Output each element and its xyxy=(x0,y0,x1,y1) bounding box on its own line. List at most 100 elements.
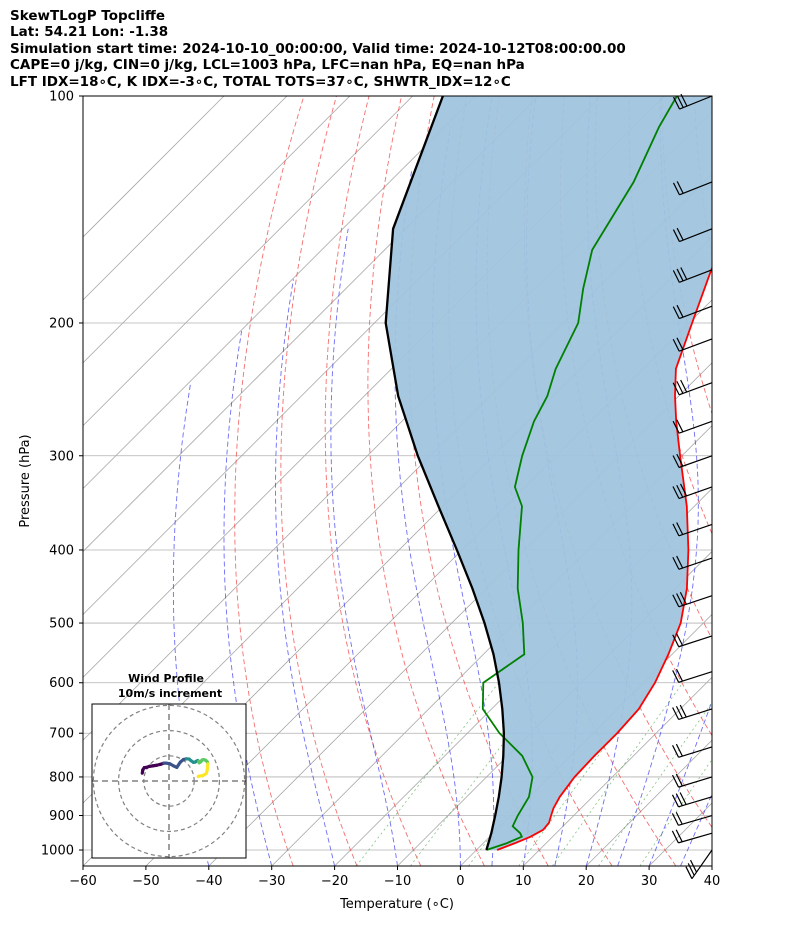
x-tick-label: −10 xyxy=(384,874,411,889)
x-tick-label: 30 xyxy=(641,874,658,889)
chart-title: SkewTLogP Topcliffe xyxy=(10,8,166,24)
inset-title: Wind Profile xyxy=(128,672,204,685)
mixing-ratio-line xyxy=(598,701,712,866)
isotherm-line xyxy=(83,96,413,427)
params-line: CAPE=0 j/kg, CIN=0 j/kg, LCL=1003 hPa, L… xyxy=(10,57,525,74)
wind-barb-staff xyxy=(679,181,713,196)
wind-barb-staff xyxy=(678,746,713,758)
wind-barb-flag xyxy=(679,483,688,497)
y-tick-label: 500 xyxy=(49,617,74,632)
wind-barb-flag xyxy=(680,267,688,280)
wind-barb-flag xyxy=(673,96,681,110)
x-tick-label: 10 xyxy=(515,874,532,889)
wind-barb-staff xyxy=(678,776,713,788)
isotherm-line xyxy=(334,488,712,866)
wind-barb xyxy=(672,483,713,500)
wind-barb xyxy=(671,811,713,826)
wind-barb xyxy=(672,379,713,396)
x-axis-label: Temperature (∘C) xyxy=(339,897,454,912)
mixing-ratio-line xyxy=(468,682,605,866)
wind-barb-staff xyxy=(679,228,713,243)
wind-barb-staff xyxy=(678,382,713,396)
wind-barb-flag xyxy=(676,522,684,535)
wind-barb xyxy=(672,633,713,648)
wind-barb-staff xyxy=(678,635,713,648)
wind-barb-flag xyxy=(676,484,684,498)
isotherm-line xyxy=(83,96,351,364)
wind-barb-flag xyxy=(672,634,680,648)
wind-barb-flag xyxy=(675,793,683,806)
isotherm-line xyxy=(83,96,288,301)
wind-barb-flag xyxy=(675,829,683,843)
wind-barb-flag xyxy=(671,830,679,844)
hodograph-segment xyxy=(196,774,202,779)
wind-barb xyxy=(672,267,713,283)
wind-profile-inset: Wind Profile 10m/s increment xyxy=(91,672,247,859)
cin-cape-shaded-area xyxy=(385,96,712,850)
wind-barb-flag xyxy=(672,455,680,468)
wind-barb-flag xyxy=(679,704,687,718)
y-tick-label: 800 xyxy=(49,770,74,785)
wind-barb-flag xyxy=(671,794,679,808)
isotherm-line xyxy=(83,96,476,490)
wind-barb xyxy=(672,591,713,608)
wind-barb-flag xyxy=(672,306,680,319)
wind-barb-flag xyxy=(675,668,684,682)
moist-adiabat-line xyxy=(275,279,336,866)
wind-barb-flag xyxy=(676,419,684,433)
wind-barb-flag xyxy=(676,181,684,194)
wind-barb-flag xyxy=(672,594,680,608)
x-tick-label: −40 xyxy=(195,874,222,889)
wind-barb-flag xyxy=(675,706,683,719)
y-tick-label: 900 xyxy=(49,809,74,824)
wind-barb-flag xyxy=(672,745,680,758)
inset-frame xyxy=(91,703,247,859)
indices-line: LFT IDX=18∘C, K IDX=-3∘C, TOTAL TOTS=37∘… xyxy=(10,73,511,90)
wind-barb-staff xyxy=(678,708,713,721)
moist-adiabat-line xyxy=(330,228,398,866)
y-tick-label: 100 xyxy=(49,90,74,105)
isotherm-line xyxy=(711,865,712,866)
wind-barb-flag xyxy=(672,382,680,396)
wind-barb-staff xyxy=(678,486,713,500)
x-tick-label: 20 xyxy=(578,874,595,889)
y-tick-label: 300 xyxy=(49,449,74,464)
wind-barb-staff xyxy=(678,671,713,683)
x-tick-label: 40 xyxy=(704,874,721,889)
wind-barb-flag xyxy=(671,774,680,788)
wind-barb-flag xyxy=(676,555,684,569)
wind-barb-flag xyxy=(687,863,695,876)
wind-barb-staff xyxy=(691,849,713,880)
inset-subtitle: 10m/s increment xyxy=(118,687,222,700)
isotherm-line xyxy=(523,676,712,866)
wind-barb-flag xyxy=(676,95,684,108)
wind-barb xyxy=(671,792,713,808)
wind-barb-flag xyxy=(672,182,681,196)
y-tick-label: 700 xyxy=(49,727,74,742)
wind-barb xyxy=(685,849,713,880)
wind-barb-flag xyxy=(675,743,683,757)
moist-adiabat-line xyxy=(648,699,712,866)
x-tick-label: −20 xyxy=(321,874,348,889)
wind-barb xyxy=(672,555,713,570)
wind-barb-staff xyxy=(678,523,713,537)
wind-barb-flag xyxy=(672,338,680,352)
wind-barb-staff xyxy=(678,420,713,434)
wind-barb-staff xyxy=(679,269,713,283)
wind-barb-staff xyxy=(678,455,713,469)
wind-barb xyxy=(672,304,713,320)
wind-barb xyxy=(672,522,713,537)
moist-adiabat-line xyxy=(617,96,699,866)
wind-barb-staff xyxy=(678,595,713,608)
isotherm-line xyxy=(83,96,225,238)
mixing-ratio-line xyxy=(355,682,499,866)
wind-barb-flag xyxy=(672,420,680,434)
y-tick-label: 600 xyxy=(49,676,74,691)
y-tick-label: 400 xyxy=(49,543,74,558)
moist-adiabat-line xyxy=(394,169,461,866)
wind-barb xyxy=(671,773,713,788)
wind-barb-flag xyxy=(680,379,688,393)
wind-barb-staff xyxy=(678,832,713,844)
moist-adiabat-line xyxy=(223,331,273,866)
dry-adiabat-line xyxy=(280,96,358,866)
